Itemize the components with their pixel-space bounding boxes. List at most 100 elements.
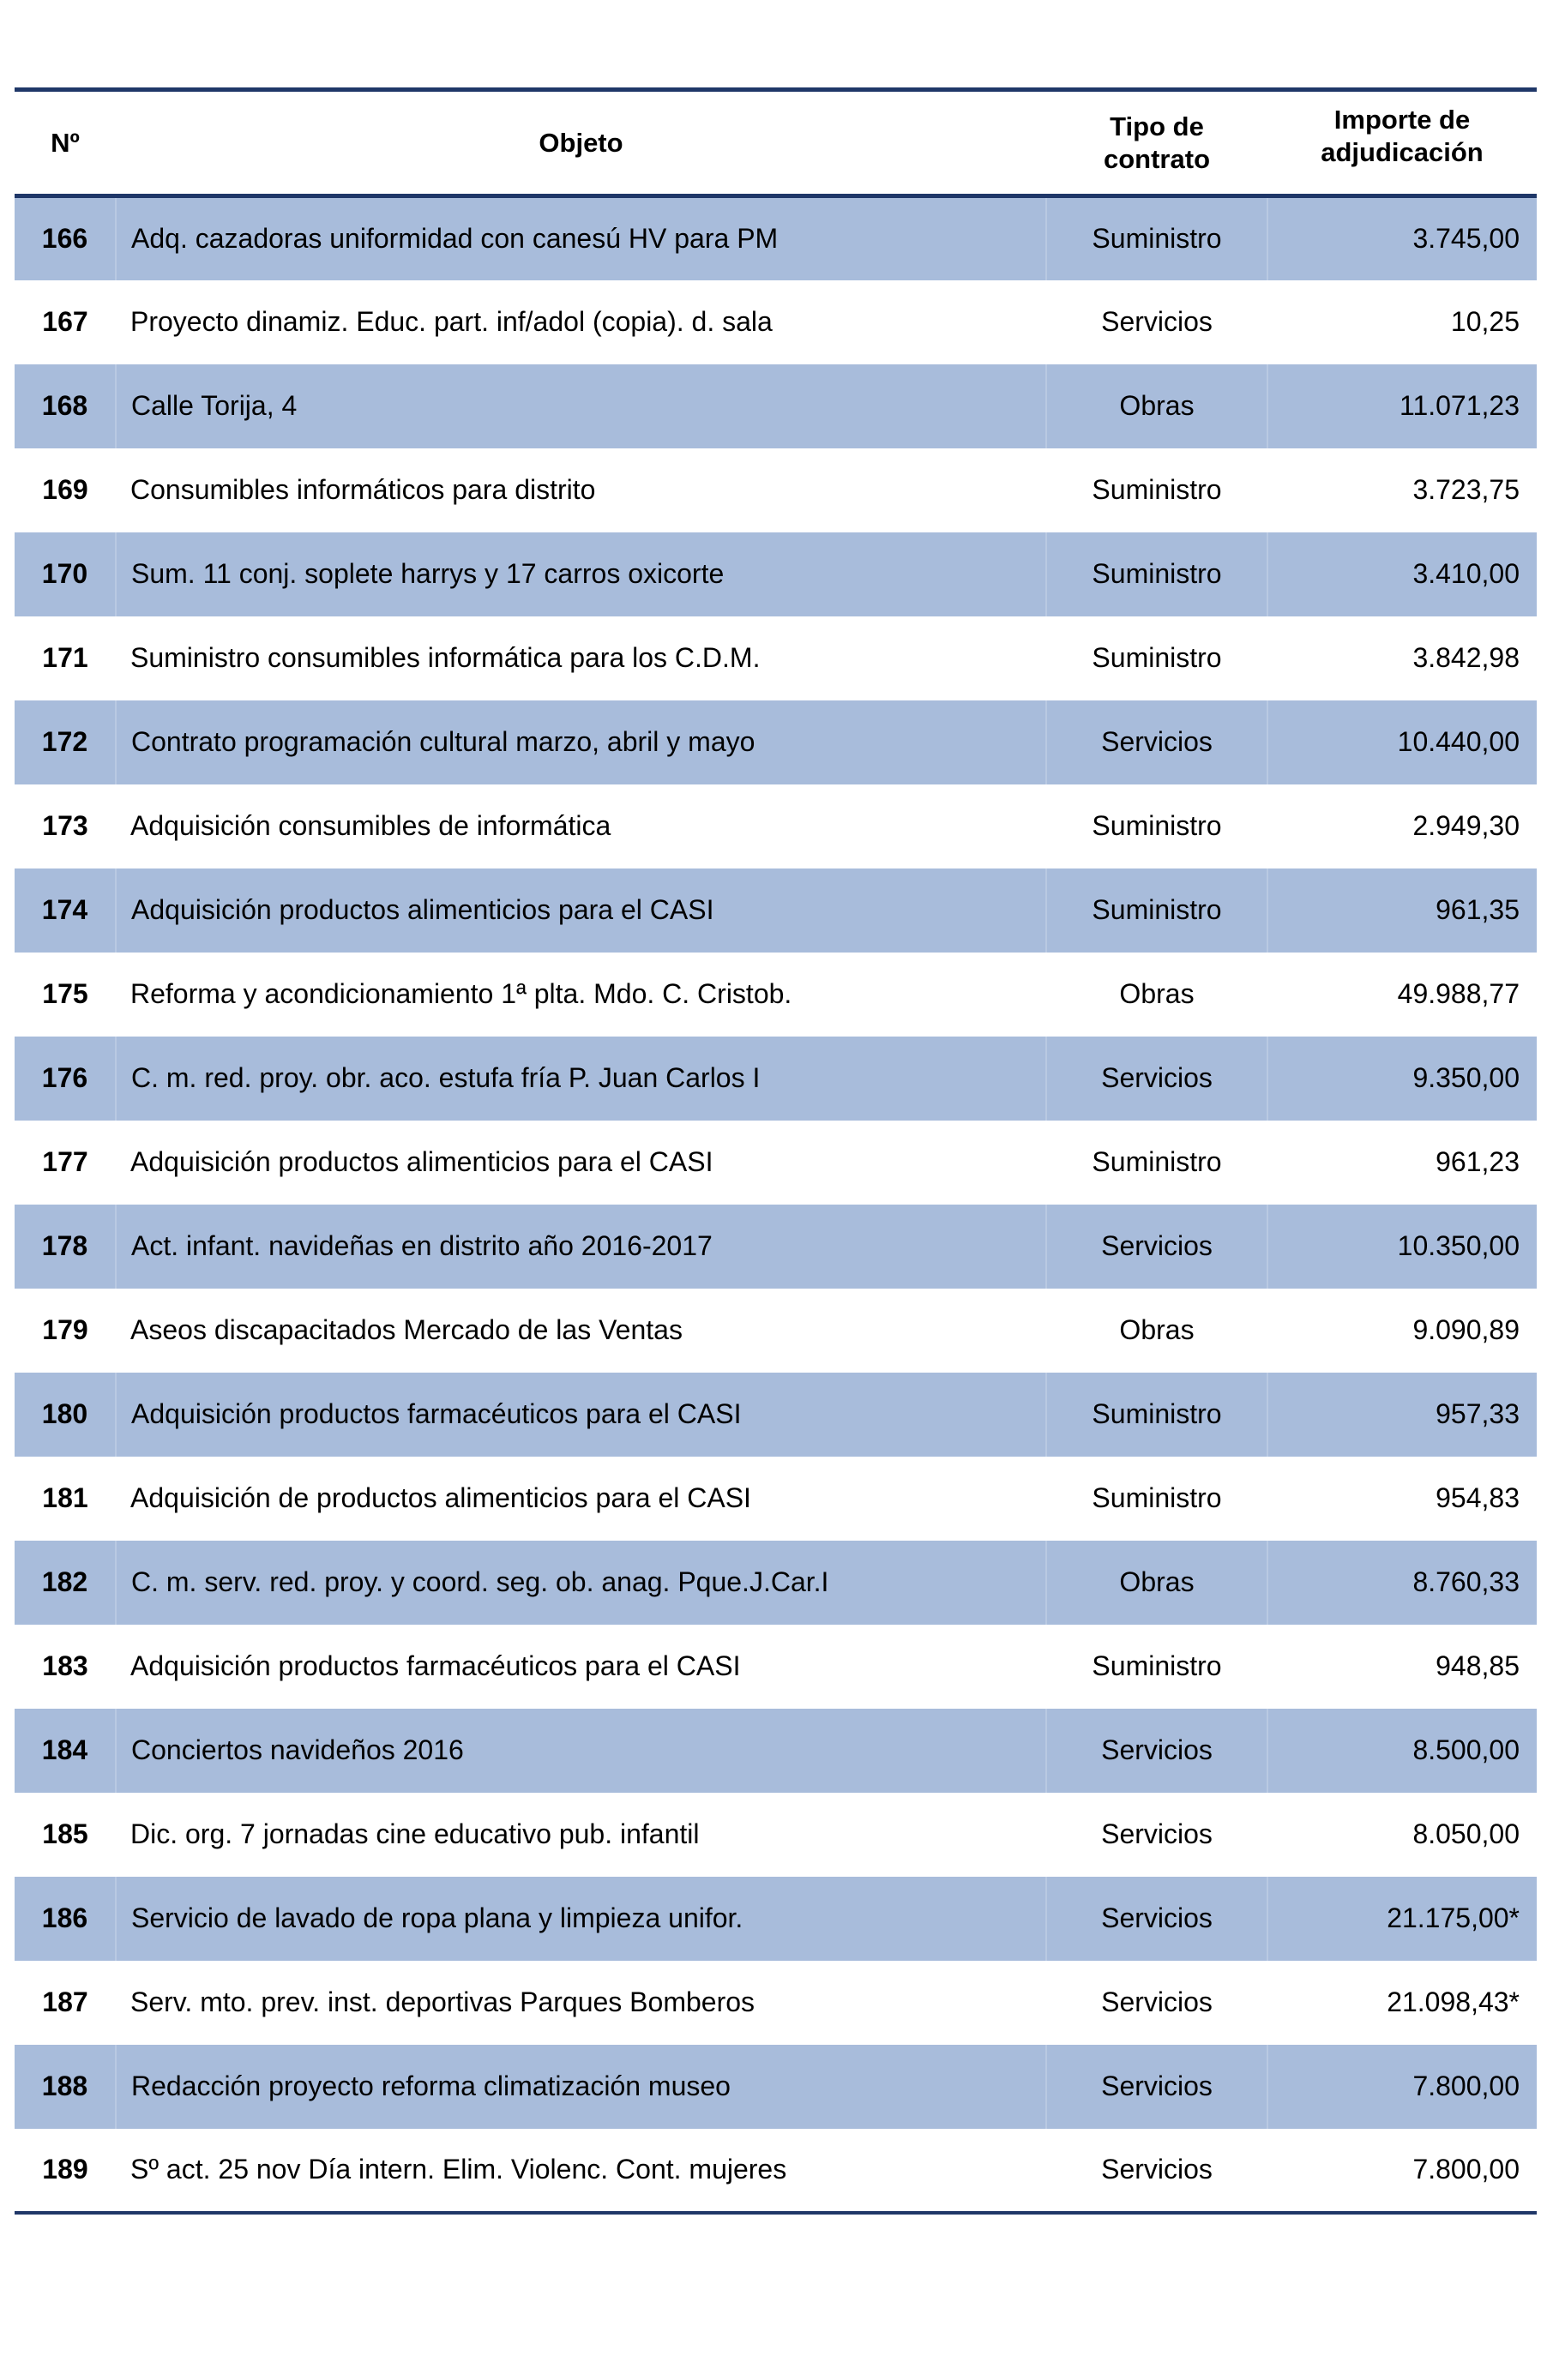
row-number: 167 xyxy=(42,306,88,337)
table-body: 166 Adq. cazadoras uniformidad con canesú… xyxy=(15,195,1537,2215)
row-objeto: Sº act. 25 nov Día intern. Elim. Violenc… xyxy=(116,2128,1046,2215)
row-number: 180 xyxy=(15,1372,116,1457)
row-tipo: Servicios xyxy=(1045,1708,1267,1793)
header-importe: Importe de adjudicación xyxy=(1267,87,1537,198)
row-number: 168 xyxy=(15,364,116,448)
header-tipo-label: Tipo de contrato xyxy=(1104,111,1210,174)
table-row: 177 Adquisición productos alimenticios pa… xyxy=(15,1121,1537,1205)
row-number: 171 xyxy=(42,642,88,673)
table-row: 173 Adquisición consumibles de informátic… xyxy=(15,784,1537,868)
row-objeto: Adquisición productos alimenticios para … xyxy=(130,1146,713,1177)
row-tipo: Servicios xyxy=(1101,1818,1213,1849)
row-importe: 21.175,00* xyxy=(1267,1876,1537,1961)
table-row: 167 Proyecto dinamiz. Educ. part. inf/ado… xyxy=(15,280,1537,364)
row-importe: 954,83 xyxy=(1436,1482,1520,1513)
row-number: 169 xyxy=(42,474,88,505)
row-importe: 3.410,00 xyxy=(1267,532,1537,616)
row-importe: 3.723,75 xyxy=(1412,474,1520,505)
row-objeto: Adquisición productos farmacéuticos para… xyxy=(130,1650,741,1681)
row-importe: 10,25 xyxy=(1450,306,1520,337)
table-row: 169 Consumibles informáticos para distrit… xyxy=(15,448,1537,532)
row-number: 166 xyxy=(15,195,116,280)
row-number: 172 xyxy=(15,700,116,784)
row-tipo: Servicios xyxy=(1045,2044,1267,2129)
table-row: 180 Adquisición productos farmacéuticos p… xyxy=(15,1372,1537,1457)
row-tipo: Servicios xyxy=(1046,2128,1267,2215)
row-importe: 2.949,30 xyxy=(1412,810,1520,841)
row-objeto: Adquisición de productos alimenticios pa… xyxy=(130,1482,751,1513)
row-objeto: C. m. red. proy. obr. aco. estufa fría P… xyxy=(115,1036,1046,1121)
row-objeto: Act. infant. navideñas en distrito año 2… xyxy=(115,1204,1046,1289)
table-row: 182 C. m. serv. red. proy. y coord. seg. … xyxy=(15,1540,1537,1625)
header-row: Nº Objeto Tipo de contrato Importe de ad… xyxy=(15,87,1537,198)
row-objeto: Contrato programación cultural marzo, ab… xyxy=(115,700,1046,784)
row-tipo: Servicios xyxy=(1045,1876,1267,1961)
table-row: 170 Sum. 11 conj. soplete harrys y 17 car… xyxy=(15,532,1537,616)
contracts-table: Nº Objeto Tipo de contrato Importe de ad… xyxy=(15,87,1537,2215)
header-tipo: Tipo de contrato xyxy=(1046,87,1267,198)
row-tipo: Obras xyxy=(1119,978,1195,1009)
row-number: 181 xyxy=(42,1482,88,1513)
row-number: 177 xyxy=(42,1146,88,1177)
row-objeto: Adq. cazadoras uniformidad con canesú HV… xyxy=(115,195,1046,280)
row-tipo: Servicios xyxy=(1101,1986,1213,2017)
row-number: 178 xyxy=(15,1204,116,1289)
table-row: 168 Calle Torija, 4 Obras 11.071,23 xyxy=(15,364,1537,448)
row-number: 183 xyxy=(42,1650,88,1681)
row-objeto: Consumibles informáticos para distrito xyxy=(130,474,596,505)
row-importe: 8.050,00 xyxy=(1412,1818,1520,1849)
row-tipo: Suministro xyxy=(1092,474,1222,505)
table-row: 166 Adq. cazadoras uniformidad con canesú… xyxy=(15,195,1537,280)
row-number: 187 xyxy=(42,1986,88,2017)
table-header: Nº Objeto Tipo de contrato Importe de ad… xyxy=(15,87,1537,198)
table-row: 187 Serv. mto. prev. inst. deportivas Par… xyxy=(15,1961,1537,2045)
table-row: 181 Adquisición de productos alimenticios… xyxy=(15,1457,1537,1541)
row-number: 186 xyxy=(15,1876,116,1961)
header-objeto: Objeto xyxy=(116,87,1046,198)
row-importe: 10.350,00 xyxy=(1267,1204,1537,1289)
row-number: 182 xyxy=(15,1540,116,1625)
row-number: 185 xyxy=(42,1818,88,1849)
table-row: 175 Reforma y acondicionamiento 1ª plta. … xyxy=(15,953,1537,1037)
row-importe: 10.440,00 xyxy=(1267,700,1537,784)
row-tipo: Servicios xyxy=(1045,1036,1267,1121)
table-row: 186 Servicio de lavado de ropa plana y li… xyxy=(15,1876,1537,1961)
row-importe: 3.745,00 xyxy=(1267,195,1537,280)
table-row: 185 Dic. org. 7 jornadas cine educativo p… xyxy=(15,1793,1537,1877)
row-objeto: C. m. serv. red. proy. y coord. seg. ob.… xyxy=(115,1540,1046,1625)
row-tipo: Suministro xyxy=(1092,1482,1222,1513)
table-row: 172 Contrato programación cultural marzo,… xyxy=(15,700,1537,784)
table-row: 179 Aseos discapacitados Mercado de las V… xyxy=(15,1289,1537,1373)
row-importe: 11.071,23 xyxy=(1267,364,1537,448)
contracts-table-container: Nº Objeto Tipo de contrato Importe de ad… xyxy=(15,87,1537,2215)
row-number: 188 xyxy=(15,2044,116,2129)
row-tipo: Suministro xyxy=(1045,532,1267,616)
row-importe: 21.098,43* xyxy=(1387,1986,1520,2017)
row-tipo: Suministro xyxy=(1092,1650,1222,1681)
row-number: 170 xyxy=(15,532,116,616)
row-tipo: Obras xyxy=(1045,1540,1267,1625)
table-row: 183 Adquisición productos farmacéuticos p… xyxy=(15,1625,1537,1709)
row-objeto: Servicio de lavado de ropa plana y limpi… xyxy=(115,1876,1046,1961)
row-importe: 9.350,00 xyxy=(1267,1036,1537,1121)
row-objeto: Reforma y acondicionamiento 1ª plta. Mdo… xyxy=(130,978,792,1009)
row-objeto: Dic. org. 7 jornadas cine educativo pub.… xyxy=(130,1818,700,1849)
row-objeto: Sum. 11 conj. soplete harrys y 17 carros… xyxy=(115,532,1046,616)
row-number: 176 xyxy=(15,1036,116,1121)
row-number: 184 xyxy=(15,1708,116,1793)
row-tipo: Suministro xyxy=(1045,868,1267,953)
table-row: 184 Conciertos navideños 2016 Servicios 8.5… xyxy=(15,1708,1537,1793)
row-tipo: Obras xyxy=(1045,364,1267,448)
table-row: 174 Adquisición productos alimenticios pa… xyxy=(15,868,1537,953)
row-importe: 7.800,00 xyxy=(1267,2044,1537,2129)
row-importe: 961,23 xyxy=(1436,1146,1520,1177)
row-importe: 8.760,33 xyxy=(1267,1540,1537,1625)
row-objeto: Adquisición productos alimenticios para … xyxy=(115,868,1046,953)
header-importe-label: Importe de adjudicación xyxy=(1321,105,1484,167)
row-importe: 8.500,00 xyxy=(1267,1708,1537,1793)
row-tipo: Suministro xyxy=(1092,642,1222,673)
row-importe: 9.090,89 xyxy=(1412,1314,1520,1345)
row-tipo: Obras xyxy=(1119,1314,1195,1345)
row-importe: 49.988,77 xyxy=(1397,978,1520,1009)
row-tipo: Servicios xyxy=(1101,306,1213,337)
